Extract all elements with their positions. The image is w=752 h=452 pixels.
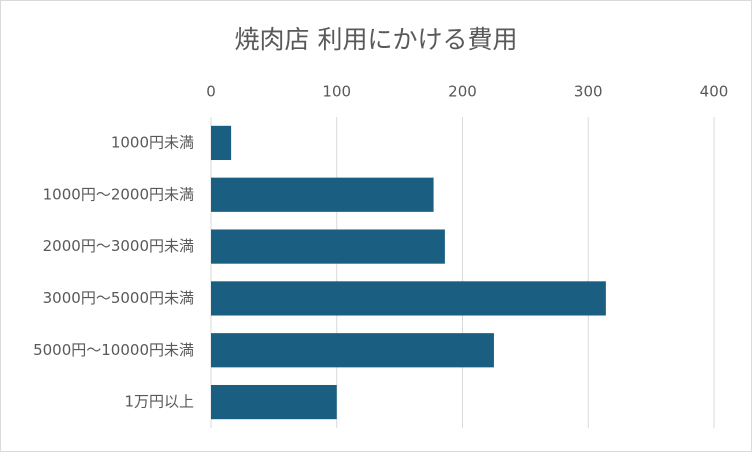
bar — [211, 229, 445, 264]
y-tick-label: 2000円～3000円未満 — [43, 237, 194, 255]
y-tick-label: 1000円～2000円未満 — [43, 185, 194, 203]
bar — [211, 281, 606, 316]
x-tick-label: 400 — [700, 83, 729, 101]
chart-title: 焼肉店 利用にかける費用 — [235, 25, 518, 54]
bar — [211, 125, 232, 161]
bar — [211, 384, 337, 420]
x-tick-label: 100 — [322, 83, 351, 101]
y-tick-label: 5000円～10000円未満 — [33, 341, 194, 359]
y-tick-label: 1000円未満 — [111, 133, 194, 151]
y-tick-label: 1万円以上 — [124, 393, 194, 411]
x-tick-label: 0 — [206, 83, 216, 101]
x-tick-label: 300 — [574, 83, 603, 101]
bar — [211, 177, 434, 212]
x-tick-label: 200 — [448, 83, 477, 101]
bar — [211, 333, 494, 368]
y-tick-label: 3000円～5000円未満 — [43, 289, 194, 307]
